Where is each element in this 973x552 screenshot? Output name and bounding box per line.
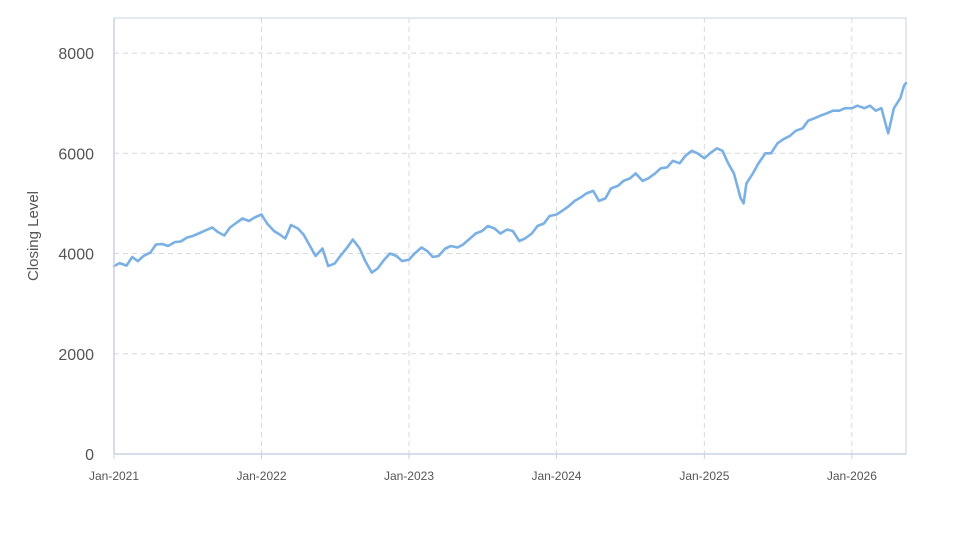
grid-lines <box>114 18 906 454</box>
x-tick-label: Jan-2023 <box>384 469 434 483</box>
x-axis-ticks: Jan-2021 Jan-2022 Jan-2023 Jan-2024 Jan-2025… <box>89 454 877 483</box>
x-tick-label: Jan-2022 <box>236 469 286 483</box>
y-axis-ticks: 0 2000 4000 6000 8000 <box>58 46 94 464</box>
x-tick-label: Jan-2024 <box>531 469 581 483</box>
y-tick-label: 6000 <box>58 146 94 163</box>
y-tick-label: 0 <box>85 447 94 464</box>
series-line <box>112 81 908 274</box>
x-tick-label: Jan-2025 <box>679 469 729 483</box>
x-tick-label: Jan-2021 <box>89 469 139 483</box>
y-tick-label: 8000 <box>58 46 94 63</box>
x-tick-label: Jan-2026 <box>827 469 877 483</box>
y-tick-label: 4000 <box>58 247 94 264</box>
series-layer <box>112 81 908 274</box>
y-axis-title: Closing Level <box>25 191 42 281</box>
plot-area-frame <box>113 17 907 455</box>
y-tick-label: 2000 <box>58 347 94 364</box>
